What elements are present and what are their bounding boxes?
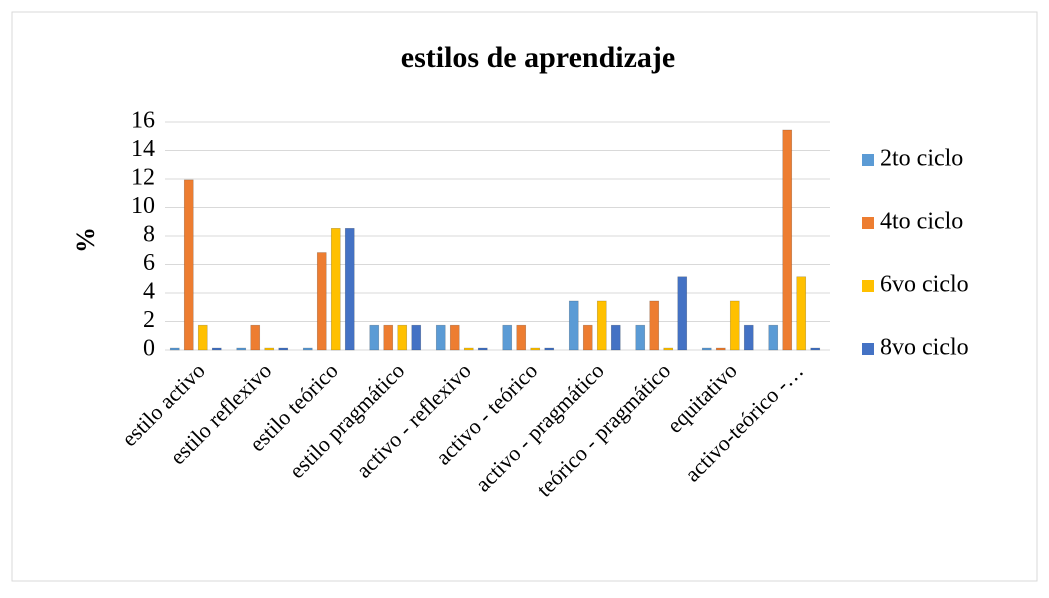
chart-border (11, 11, 1038, 582)
bar (530, 347, 541, 351)
bar (649, 300, 660, 351)
legend-swatch (862, 217, 874, 229)
y-tick-label: 2 (143, 307, 155, 333)
bar (169, 347, 180, 351)
bar (677, 276, 688, 351)
bar (250, 324, 261, 351)
bar (435, 324, 446, 351)
bar (211, 347, 222, 351)
bar (516, 324, 527, 351)
bar (183, 179, 194, 351)
bar (236, 347, 247, 351)
bar (383, 324, 394, 351)
bar (278, 347, 289, 351)
legend-swatch (862, 280, 874, 292)
bar (610, 324, 621, 351)
bar (544, 347, 555, 351)
y-tick-label: 0 (143, 336, 155, 362)
bar (596, 300, 607, 351)
bar (397, 324, 408, 351)
bar (264, 347, 275, 351)
legend-label: 4to ciclo (880, 209, 963, 235)
bar (701, 347, 712, 351)
bar (449, 324, 460, 351)
bar (477, 347, 488, 351)
chart-title: estilos de aprendizaje (401, 41, 675, 74)
bar (344, 228, 355, 351)
y-tick-label: 4 (143, 279, 155, 305)
legend-label: 2to ciclo (880, 146, 963, 172)
y-tick-label: 6 (143, 250, 155, 276)
legend-label: 6vo ciclo (880, 272, 969, 298)
bar (411, 324, 422, 351)
bar (743, 324, 754, 351)
bar (796, 276, 807, 351)
bar (810, 347, 821, 351)
y-tick-label: 8 (143, 222, 155, 248)
bar (502, 324, 513, 351)
y-tick-label: 10 (131, 193, 155, 219)
bar (663, 347, 674, 351)
bar (330, 228, 341, 351)
bar (635, 324, 646, 351)
bar (463, 347, 474, 351)
bar (568, 300, 579, 351)
bar (302, 347, 313, 351)
bar (369, 324, 380, 351)
y-axis-label: % (71, 227, 100, 253)
bar (715, 347, 726, 351)
bar (782, 129, 793, 351)
y-tick-label: 14 (131, 136, 155, 162)
bar (729, 300, 740, 351)
bar (316, 252, 327, 351)
legend-swatch (862, 154, 874, 166)
bar (582, 324, 593, 351)
legend-label: 8vo ciclo (880, 335, 969, 361)
bar (768, 324, 779, 351)
bar (197, 324, 208, 351)
y-tick-label: 16 (131, 108, 155, 134)
y-tick-label: 12 (131, 165, 155, 191)
legend-swatch (862, 343, 874, 355)
